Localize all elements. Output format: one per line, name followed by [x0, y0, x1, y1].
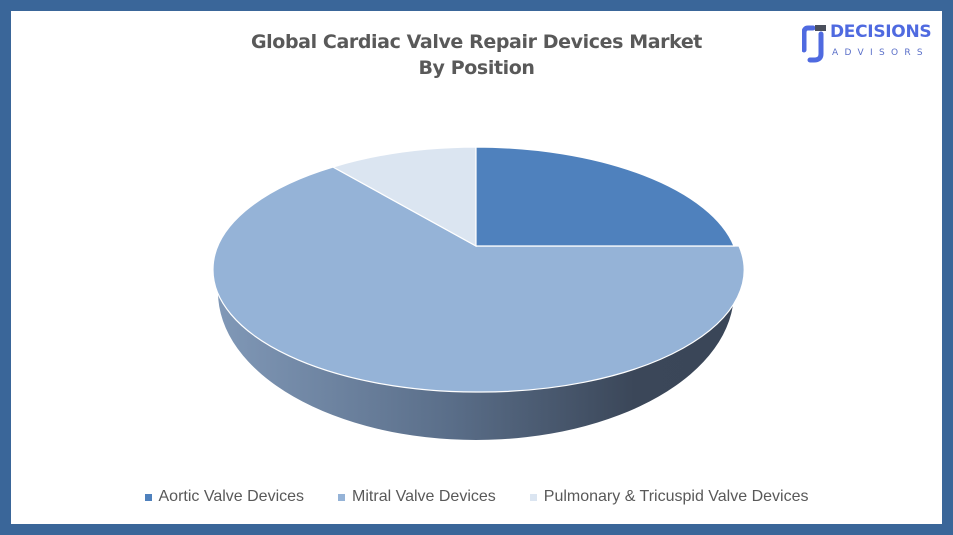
legend-swatch-icon — [338, 493, 346, 501]
decisions-advisors-logo: DECISIONS ADVISORS — [802, 22, 942, 66]
pie-slice-mitral[interactable] — [212, 166, 745, 393]
legend-label: Pulmonary & Tricuspid Valve Devices — [543, 488, 809, 505]
legend-item-aortic[interactable]: Aortic Valve Devices — [144, 488, 305, 506]
chart-title: Global Cardiac Valve Repair Devices Mark… — [0, 29, 953, 81]
logo-subtitle: ADVISORS — [832, 48, 929, 58]
chart-legend: Aortic Valve Devices Mitral Valve Device… — [0, 488, 953, 506]
legend-item-mitral[interactable]: Mitral Valve Devices — [338, 488, 496, 506]
legend-item-pulmonary-tricuspid[interactable]: Pulmonary & Tricuspid Valve Devices — [529, 488, 809, 506]
logo-wordmark: DECISIONS — [830, 22, 932, 42]
legend-swatch-icon — [529, 493, 537, 501]
pie-slice-aortic[interactable] — [475, 146, 735, 247]
chart-title-line1: Global Cardiac Valve Repair Devices Mark… — [250, 31, 702, 53]
legend-label: Aortic Valve Devices — [158, 488, 305, 505]
pie-side-wall — [213, 269, 739, 440]
legend-swatch-icon — [144, 493, 152, 501]
legend-label: Mitral Valve Devices — [352, 488, 496, 505]
logo-mark-icon — [802, 25, 826, 63]
chart-subtitle: By Position — [418, 57, 535, 79]
pie-slice-pulmonary-tricuspid[interactable] — [331, 146, 477, 248]
